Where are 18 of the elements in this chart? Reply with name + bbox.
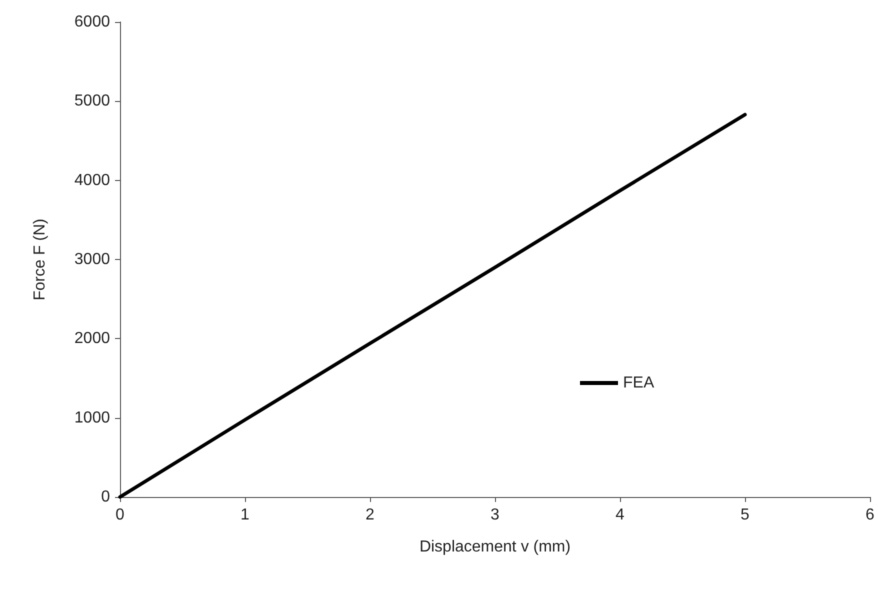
x-tick-label: 4 — [616, 506, 625, 524]
y-tick-label: 0 — [101, 488, 110, 506]
y-tick-label: 5000 — [74, 92, 110, 110]
x-axis-title: Displacement v (mm) — [419, 538, 571, 556]
x-tick-label: 5 — [740, 506, 750, 524]
x-tick-label: 6 — [866, 506, 875, 524]
line-series — [118, 112, 747, 499]
x-tick-label: 1 — [240, 506, 250, 524]
y-tick-label: 6000 — [74, 14, 110, 30]
x-tick-label: 3 — [490, 506, 500, 524]
y-tick-label: 3000 — [74, 251, 110, 268]
y-tick-label: 2000 — [74, 330, 110, 348]
x-tick-label: 2 — [366, 506, 375, 524]
x-tick-label: 0 — [116, 506, 125, 524]
y-tick-label: 4000 — [74, 172, 110, 189]
y-axis-title: Force F (N) — [32, 218, 48, 300]
y-tick-label: 1000 — [74, 409, 110, 426]
legend-label: FEA — [623, 374, 654, 392]
